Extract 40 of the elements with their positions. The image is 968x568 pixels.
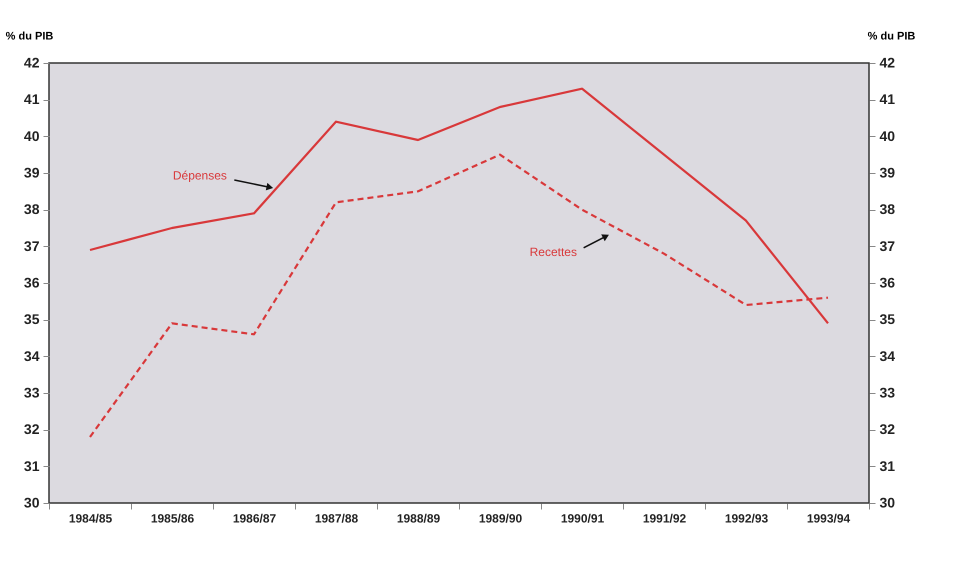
x-tick-label: 1990/91 (560, 512, 605, 526)
x-tick-label: 1989/90 (478, 512, 523, 526)
x-tick-label: 1992/93 (724, 512, 769, 526)
y2-tick-label: 37 (880, 238, 896, 254)
y2-tick-label: 35 (880, 311, 896, 328)
y-tick-label: 33 (24, 384, 40, 400)
text: Dépenses (172, 168, 227, 183)
y2-tick-label: 39 (880, 164, 896, 180)
y2-tick-label: 41 (880, 91, 896, 108)
y2-tick-label: 32 (880, 421, 896, 438)
y-axis-title: % du PIB (6, 30, 54, 42)
y2-tick-label: 33 (880, 384, 896, 400)
y-tick-label: 41 (24, 91, 40, 108)
y2-tick-label: 40 (880, 128, 896, 144)
y2-tick-label: 31 (880, 458, 896, 474)
y2-tick-label: 34 (880, 348, 896, 364)
x-tick-label: 1993/94 (806, 512, 851, 526)
y-tick-label: 42 (24, 54, 40, 70)
y-tick-label: 40 (24, 128, 40, 144)
x-tick-label: 1991/92 (642, 512, 687, 526)
y-tick-label: 38 (24, 201, 40, 218)
x-tick-label: 1986/87 (232, 512, 277, 526)
y2-tick-label: 36 (880, 274, 896, 290)
y-tick-label: 37 (24, 238, 40, 254)
x-tick-label: 1984/85 (68, 512, 113, 526)
y2-tick-label: 42 (880, 54, 896, 70)
text: Recettes (530, 245, 577, 260)
y2-axis-title: % du PIB (868, 30, 916, 42)
x-tick-label: 1987/88 (314, 512, 359, 526)
y-tick-label: 39 (24, 164, 40, 180)
y-tick-label: 35 (24, 311, 40, 328)
y2-tick-label: 30 (880, 494, 896, 510)
y-tick-label: 31 (24, 458, 40, 474)
y-tick-label: 34 (24, 348, 40, 364)
y-tick-label: 36 (24, 274, 40, 290)
x-tick-label: 1988/89 (396, 512, 441, 526)
x-tick-label: 1985/86 (150, 512, 195, 526)
y2-tick-label: 38 (880, 201, 896, 218)
y-tick-label: 30 (24, 494, 40, 510)
y-tick-label: 32 (24, 421, 40, 438)
